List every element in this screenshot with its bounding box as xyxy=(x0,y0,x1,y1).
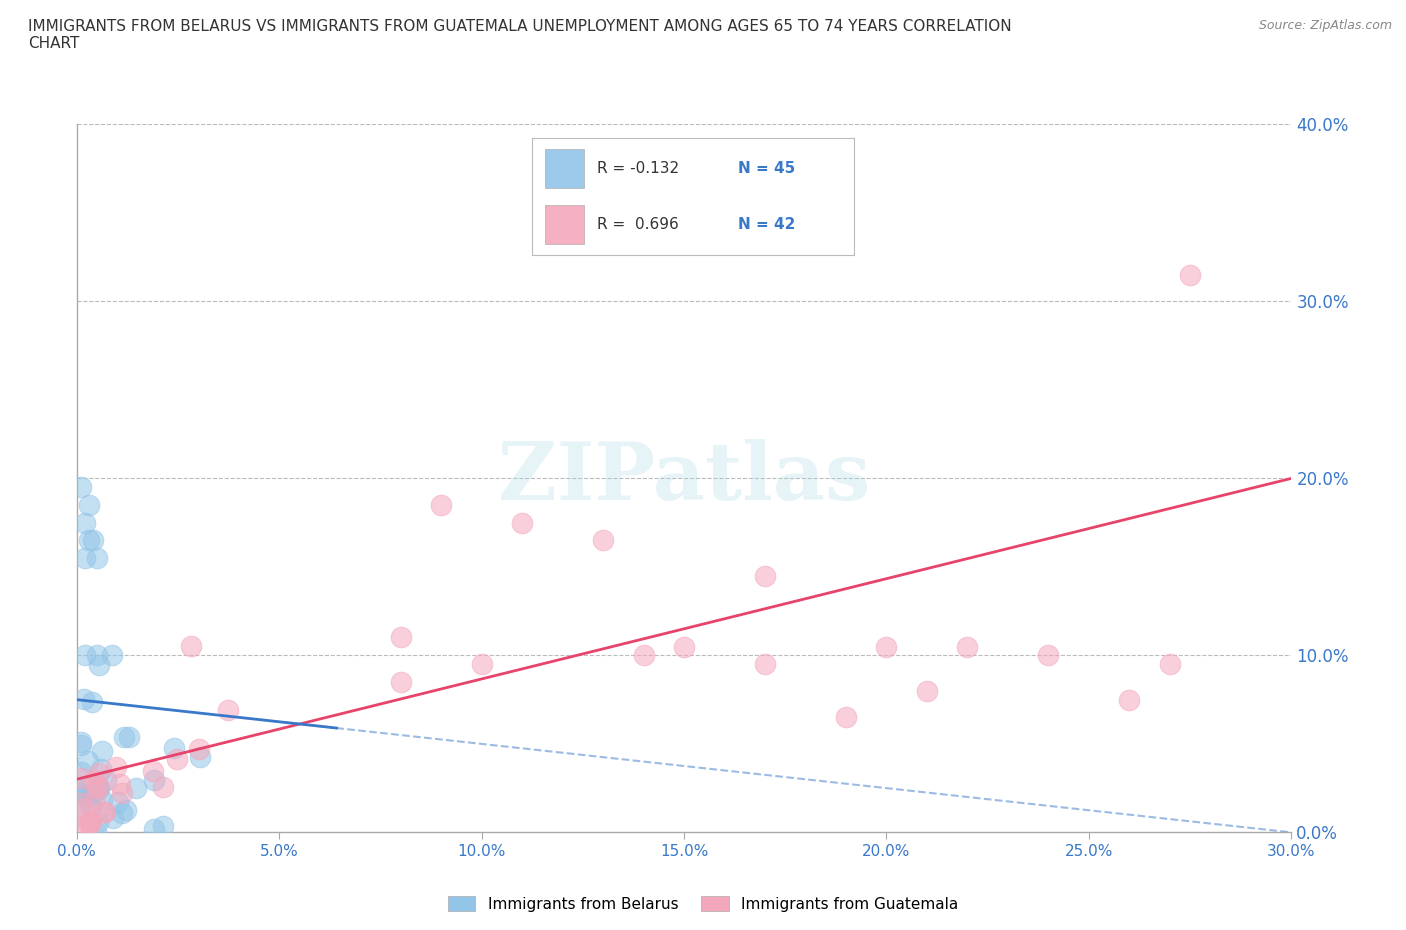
Point xyxy=(77,777,100,792)
Point xyxy=(73,515,96,530)
Point xyxy=(76,753,98,768)
Point xyxy=(430,498,453,512)
Point xyxy=(633,648,655,663)
Point xyxy=(108,777,131,791)
Point xyxy=(73,691,96,706)
Point xyxy=(124,781,146,796)
Point xyxy=(101,648,124,663)
Text: IMMIGRANTS FROM BELARUS VS IMMIGRANTS FROM GUATEMALA UNEMPLOYMENT AMONG AGES 65 : IMMIGRANTS FROM BELARUS VS IMMIGRANTS FR… xyxy=(28,19,1012,51)
Point xyxy=(69,770,91,785)
Point xyxy=(69,737,91,752)
Point xyxy=(93,804,115,819)
Point xyxy=(80,799,103,814)
Point xyxy=(87,658,110,672)
Point xyxy=(79,817,101,831)
Point xyxy=(84,781,107,796)
Point xyxy=(915,684,938,698)
Point xyxy=(143,773,166,788)
Point xyxy=(86,551,108,565)
Point xyxy=(87,765,110,780)
Point xyxy=(114,802,136,817)
Point xyxy=(1180,267,1202,282)
Point xyxy=(73,787,96,802)
Point xyxy=(754,568,776,583)
Point xyxy=(118,729,141,744)
Point xyxy=(83,773,105,788)
Point xyxy=(69,819,91,834)
Point xyxy=(187,741,209,756)
Point xyxy=(180,638,202,653)
Point xyxy=(1038,648,1060,663)
Point xyxy=(152,818,174,833)
Point xyxy=(104,760,127,775)
Point xyxy=(77,814,100,829)
Point xyxy=(672,639,695,654)
Point xyxy=(84,825,107,840)
Point xyxy=(142,764,165,778)
Point xyxy=(82,533,104,548)
Point xyxy=(389,630,412,644)
Point xyxy=(96,772,118,787)
Point xyxy=(90,762,112,777)
Point xyxy=(87,779,110,794)
Point xyxy=(592,533,614,548)
Point xyxy=(111,786,134,801)
Point xyxy=(86,648,108,663)
Point xyxy=(80,695,103,710)
Legend: Immigrants from Belarus, Immigrants from Guatemala: Immigrants from Belarus, Immigrants from… xyxy=(441,889,965,918)
Point xyxy=(91,744,114,759)
Text: ZIPatlas: ZIPatlas xyxy=(498,439,870,517)
Point xyxy=(84,791,107,806)
Point xyxy=(112,729,135,744)
Point xyxy=(470,657,492,671)
Point xyxy=(73,648,96,663)
Point xyxy=(389,674,412,689)
Point xyxy=(76,787,98,802)
Point xyxy=(166,751,188,766)
Point xyxy=(90,792,112,807)
Point xyxy=(87,781,110,796)
Point xyxy=(80,814,103,829)
Point xyxy=(1159,657,1181,671)
Text: Source: ZipAtlas.com: Source: ZipAtlas.com xyxy=(1258,19,1392,32)
Point xyxy=(510,515,533,530)
Point xyxy=(107,794,129,809)
Point xyxy=(163,740,186,755)
Point xyxy=(80,786,103,801)
Point xyxy=(69,480,91,495)
Point xyxy=(69,795,91,810)
Point xyxy=(94,804,117,819)
Point xyxy=(835,710,858,724)
Point xyxy=(143,821,166,836)
Point xyxy=(70,799,93,814)
Point xyxy=(1118,692,1140,707)
Point xyxy=(84,782,107,797)
Point xyxy=(103,811,125,826)
Point xyxy=(188,749,211,764)
Point xyxy=(69,786,91,801)
Point xyxy=(152,779,174,794)
Point xyxy=(87,779,110,794)
Point xyxy=(77,498,100,512)
Point xyxy=(86,815,108,830)
Point xyxy=(73,551,96,565)
Point xyxy=(77,533,100,548)
Point xyxy=(876,639,898,654)
Point xyxy=(110,806,132,821)
Point xyxy=(956,639,979,654)
Point xyxy=(69,764,91,779)
Point xyxy=(754,657,776,671)
Point xyxy=(76,817,98,831)
Point xyxy=(217,702,239,717)
Point xyxy=(73,802,96,817)
Point xyxy=(69,735,91,750)
